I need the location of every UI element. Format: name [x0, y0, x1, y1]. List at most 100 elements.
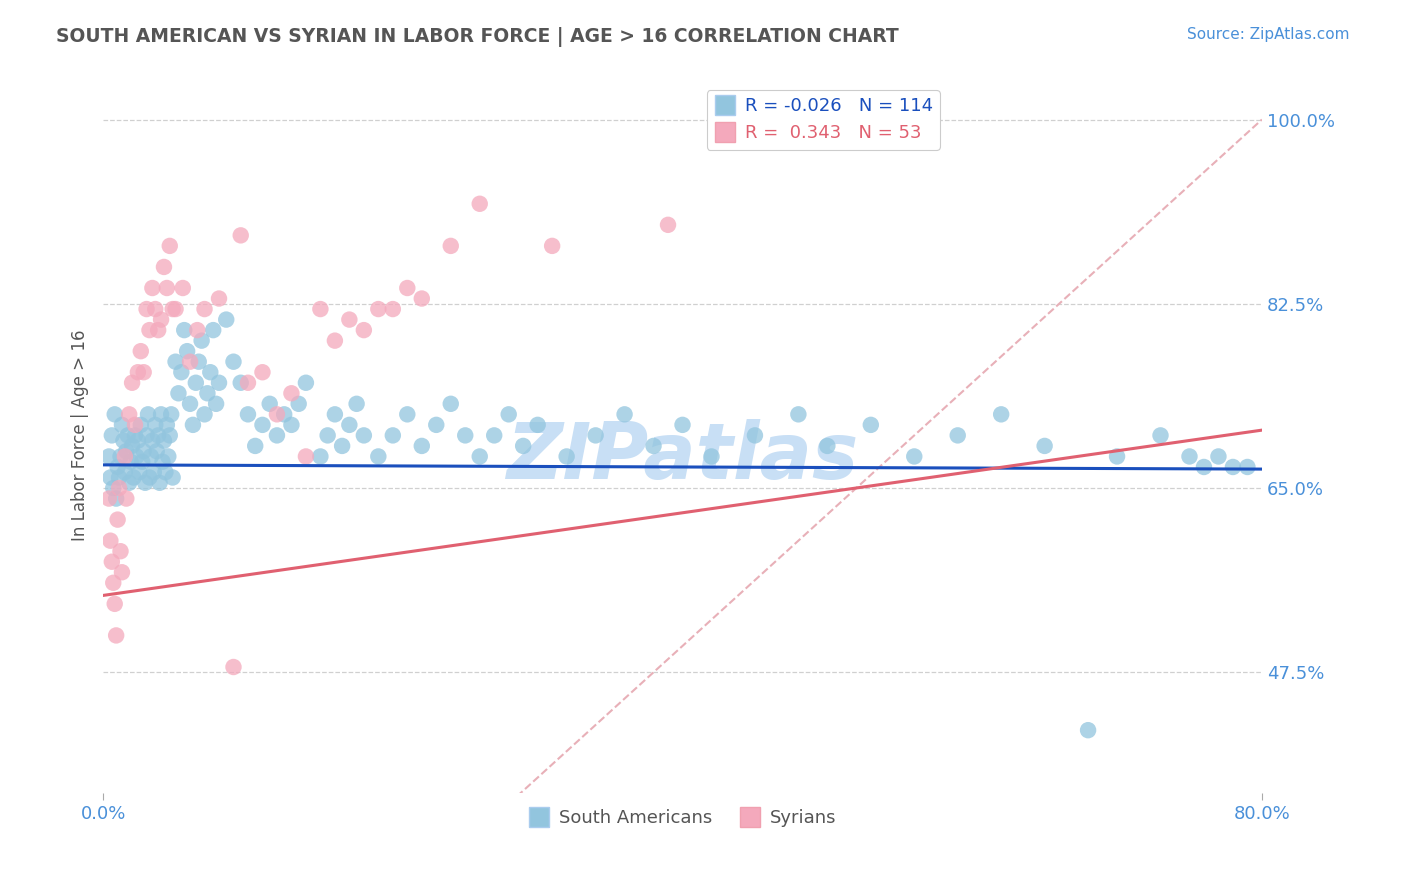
Point: [1178, 450, 1201, 464]
Point: [114, 465, 136, 479]
Point: [208, 292, 231, 306]
Text: Source: ZipAtlas.com: Source: ZipAtlas.com: [1187, 27, 1350, 42]
Point: [229, 228, 252, 243]
Point: [136, 408, 159, 422]
Point: [141, 434, 163, 448]
Point: [337, 417, 360, 432]
Point: [97, 491, 120, 506]
Point: [170, 365, 193, 379]
Point: [179, 397, 201, 411]
Point: [145, 444, 167, 458]
Point: [146, 428, 169, 442]
Point: [323, 334, 346, 348]
Point: [149, 475, 172, 490]
Point: [117, 428, 139, 442]
Point: [111, 417, 134, 432]
Point: [103, 575, 125, 590]
Point: [222, 660, 245, 674]
Point: [252, 417, 274, 432]
Point: [353, 428, 375, 442]
Point: [512, 439, 534, 453]
Text: ZIPatlas: ZIPatlas: [506, 419, 859, 495]
Point: [215, 312, 238, 326]
Point: [316, 428, 339, 442]
Point: [202, 323, 225, 337]
Point: [107, 460, 129, 475]
Point: [468, 450, 491, 464]
Point: [131, 455, 153, 469]
Point: [541, 239, 564, 253]
Point: [259, 397, 281, 411]
Point: [252, 365, 274, 379]
Point: [110, 450, 132, 464]
Point: [236, 376, 259, 390]
Point: [1222, 460, 1244, 475]
Point: [193, 408, 215, 422]
Point: [132, 365, 155, 379]
Point: [946, 428, 969, 442]
Point: [585, 428, 607, 442]
Point: [440, 239, 463, 253]
Point: [146, 323, 169, 337]
Point: [104, 408, 127, 422]
Point: [1105, 450, 1128, 464]
Point: [157, 450, 180, 464]
Point: [172, 281, 194, 295]
Point: [468, 196, 491, 211]
Point: [122, 470, 145, 484]
Point: [184, 376, 207, 390]
Point: [167, 386, 190, 401]
Point: [396, 408, 419, 422]
Point: [115, 444, 138, 458]
Point: [155, 465, 177, 479]
Point: [121, 439, 143, 453]
Point: [153, 434, 176, 448]
Point: [657, 218, 679, 232]
Point: [381, 428, 404, 442]
Point: [346, 397, 368, 411]
Point: [108, 481, 131, 495]
Point: [124, 417, 146, 432]
Point: [337, 312, 360, 326]
Point: [323, 408, 346, 422]
Point: [115, 491, 138, 506]
Point: [309, 450, 332, 464]
Point: [229, 376, 252, 390]
Point: [121, 376, 143, 390]
Point: [105, 628, 128, 642]
Point: [97, 450, 120, 464]
Point: [1149, 428, 1171, 442]
Point: [105, 491, 128, 506]
Point: [159, 239, 181, 253]
Point: [396, 281, 419, 295]
Point: [643, 439, 665, 453]
Point: [162, 470, 184, 484]
Point: [139, 450, 162, 464]
Point: [190, 334, 212, 348]
Point: [118, 475, 141, 490]
Point: [160, 408, 183, 422]
Point: [197, 386, 219, 401]
Point: [903, 450, 925, 464]
Point: [1192, 460, 1215, 475]
Point: [143, 301, 166, 316]
Point: [353, 323, 375, 337]
Point: [367, 450, 389, 464]
Point: [440, 397, 463, 411]
Point: [245, 439, 267, 453]
Point: [280, 386, 302, 401]
Point: [273, 408, 295, 422]
Point: [108, 470, 131, 484]
Point: [156, 417, 179, 432]
Y-axis label: In Labor Force | Age > 16: In Labor Force | Age > 16: [72, 330, 89, 541]
Point: [162, 301, 184, 316]
Point: [129, 417, 152, 432]
Point: [187, 354, 209, 368]
Point: [100, 470, 122, 484]
Point: [127, 434, 149, 448]
Text: SOUTH AMERICAN VS SYRIAN IN LABOR FORCE | AGE > 16 CORRELATION CHART: SOUTH AMERICAN VS SYRIAN IN LABOR FORCE …: [56, 27, 898, 46]
Point: [173, 323, 195, 337]
Point: [367, 301, 389, 316]
Point: [135, 428, 157, 442]
Point: [141, 281, 163, 295]
